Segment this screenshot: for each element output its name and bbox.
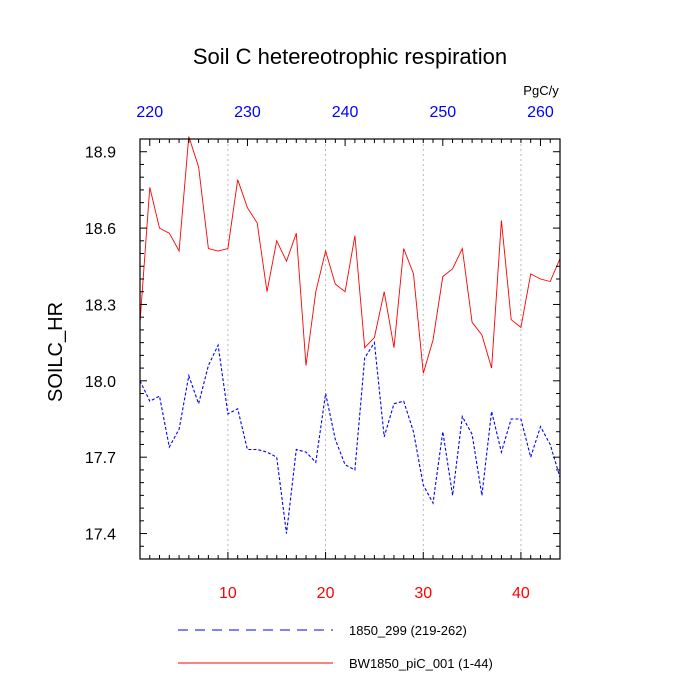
top-tick-label: 240: [332, 104, 359, 121]
x-tick-label: 20: [317, 585, 335, 602]
y-tick-label: 17.7: [85, 450, 116, 467]
y-tick-label: 18.9: [85, 145, 116, 162]
top-tick-label: 260: [527, 104, 554, 121]
y-tick-label: 18.0: [85, 374, 116, 391]
x-tick-label: 10: [219, 585, 237, 602]
top-tick-label: 230: [234, 104, 261, 121]
y-tick-label: 17.4: [85, 527, 116, 544]
units-label: PgC/y: [523, 83, 559, 98]
x-tick-label: 40: [512, 585, 530, 602]
legend-label-1: 1850_299 (219-262): [349, 623, 467, 638]
y-axis-label: SOILC_HR: [45, 302, 67, 402]
y-tick-label: 18.6: [85, 221, 116, 238]
series-line-2: [139, 136, 561, 374]
top-tick-label: 250: [429, 104, 456, 121]
x-tick-label: 30: [414, 585, 432, 602]
top-tick-label: 220: [136, 104, 163, 121]
series-line-1: [139, 340, 561, 534]
y-tick-label: 18.3: [85, 297, 116, 314]
chart-title: Soil C hetereotrophic respiration: [193, 44, 507, 69]
legend-label-2: BW1850_piC_001 (1-44): [349, 656, 493, 671]
plot-frame: [139, 138, 561, 560]
